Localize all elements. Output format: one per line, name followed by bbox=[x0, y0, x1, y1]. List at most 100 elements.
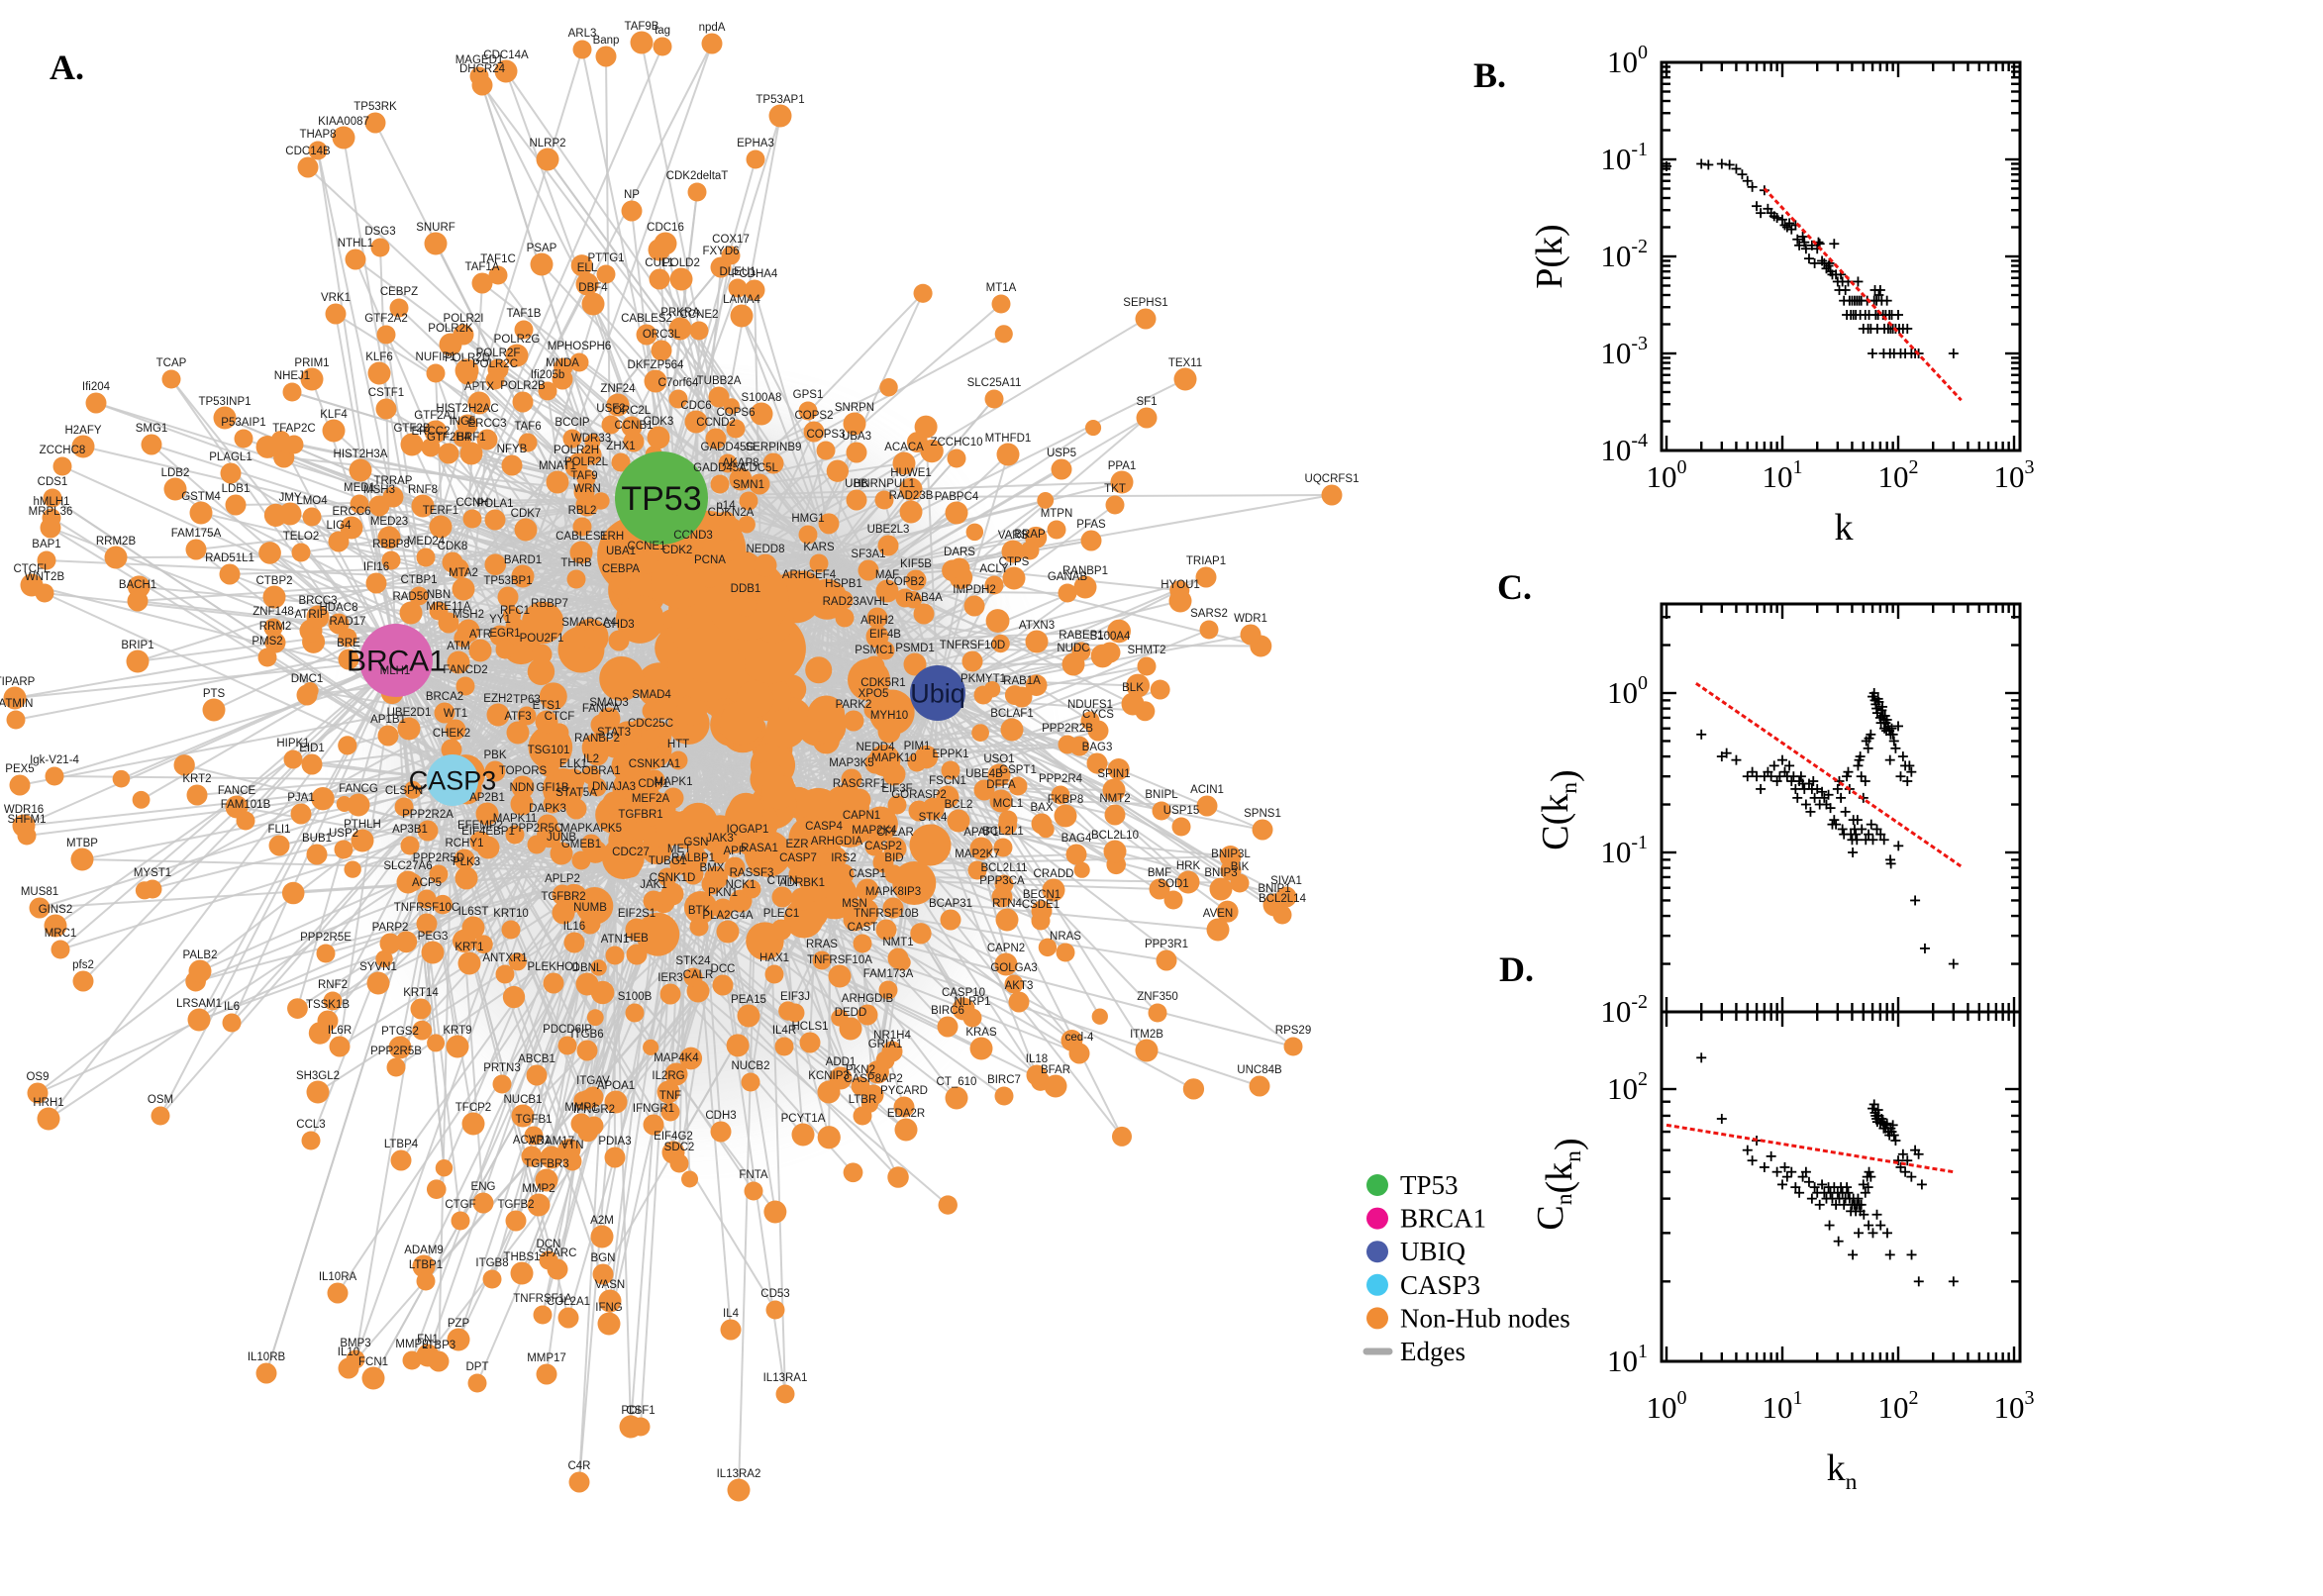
network-node bbox=[744, 1181, 763, 1201]
network-node-label: CRADD bbox=[1034, 868, 1074, 880]
network-edge bbox=[834, 692, 939, 897]
network-node bbox=[421, 941, 445, 964]
network-node bbox=[366, 971, 390, 995]
network-node-label: SF1 bbox=[1136, 396, 1157, 408]
network-node bbox=[761, 774, 797, 810]
network-node-label: SMAD3 bbox=[589, 697, 629, 709]
network-node bbox=[710, 845, 730, 864]
network-node bbox=[797, 579, 821, 603]
network-node bbox=[340, 516, 363, 540]
axis-tick-label: 10-1 bbox=[1600, 139, 1648, 176]
network-node-label: CDK2deltaT bbox=[666, 170, 729, 182]
network-node-label: ERH bbox=[600, 531, 624, 543]
network-node-label: SPIN1 bbox=[1097, 768, 1130, 780]
network-node bbox=[40, 517, 61, 539]
axis-tick-label: 10-4 bbox=[1600, 430, 1648, 467]
network-edge bbox=[754, 289, 833, 555]
network-node bbox=[606, 393, 630, 417]
network-node bbox=[969, 1037, 993, 1060]
network-node-label: TIPARP bbox=[0, 676, 36, 688]
network-node-label: MNDA bbox=[546, 357, 579, 369]
network-node-label: PDIA3 bbox=[598, 1136, 631, 1147]
hub-node-casp3 bbox=[427, 754, 478, 806]
network-node-label: BRCA2 bbox=[426, 691, 463, 703]
network-node-label: ABCB1 bbox=[518, 1053, 556, 1065]
network-node bbox=[459, 442, 483, 465]
network-node bbox=[893, 1096, 915, 1118]
network-node-label: BRIP1 bbox=[121, 640, 153, 651]
network-node bbox=[875, 579, 899, 603]
network-node-label: PCNA bbox=[694, 554, 726, 566]
network-node bbox=[644, 369, 667, 393]
network-node-label: IL6ST bbox=[458, 906, 489, 918]
network-node bbox=[1020, 541, 1040, 560]
network-node-label: TFCP2 bbox=[455, 1102, 491, 1114]
network-node-label: NUDC bbox=[1057, 643, 1089, 654]
network-node-label: ARL3 bbox=[568, 28, 597, 40]
network-node-label: CEBPA bbox=[602, 563, 640, 575]
network-node-label: ELL bbox=[577, 262, 598, 274]
network-node bbox=[726, 1034, 750, 1057]
network-node-label: PPP3R1 bbox=[1145, 939, 1188, 950]
network-node-label: CD53 bbox=[760, 1288, 789, 1300]
network-node-label: TAF1B bbox=[507, 308, 542, 320]
network-node-label: Ifi204 bbox=[82, 381, 111, 393]
network-node-label: TAF1C bbox=[480, 253, 516, 265]
network-node-label: NCK1 bbox=[726, 879, 757, 891]
network-node bbox=[604, 739, 624, 758]
network-node-label: EIF2S1 bbox=[618, 908, 656, 920]
network-node bbox=[863, 700, 883, 720]
network-node bbox=[984, 575, 1004, 595]
network-node-label: LDB1 bbox=[222, 483, 251, 495]
network-node-label: LDB2 bbox=[161, 467, 190, 479]
network-node bbox=[29, 897, 50, 919]
network-node bbox=[631, 1417, 651, 1437]
network-node-label: S100A8 bbox=[742, 392, 782, 404]
network-node bbox=[236, 811, 255, 831]
network-node bbox=[474, 935, 493, 954]
network-node bbox=[683, 891, 718, 925]
network-node-label: SMN1 bbox=[733, 479, 764, 491]
network-node-label: PPP2R4 bbox=[1039, 773, 1083, 785]
network-node-label: CAPN2 bbox=[987, 943, 1025, 954]
network-node-label: MLH1 bbox=[380, 665, 411, 677]
fit-line bbox=[1695, 681, 1963, 868]
network-node bbox=[679, 1047, 703, 1070]
network-node-label: HTT bbox=[667, 739, 689, 750]
network-node bbox=[590, 1225, 614, 1248]
network-node bbox=[993, 838, 1013, 857]
network-node-label: DKFZP564 bbox=[628, 359, 684, 371]
network-node bbox=[550, 842, 573, 865]
network-node bbox=[552, 368, 573, 390]
network-node-label: PEG3 bbox=[418, 931, 449, 943]
network-node bbox=[764, 964, 784, 984]
network-node-label: IL16 bbox=[563, 921, 585, 933]
legend-label: UBIQ bbox=[1400, 1237, 1465, 1266]
network-node-label: KRT2 bbox=[182, 773, 211, 785]
network-node-label: MED23 bbox=[370, 516, 408, 528]
network-node-label: CLSPN bbox=[385, 785, 423, 797]
network-node bbox=[651, 550, 709, 609]
network-node bbox=[738, 515, 756, 534]
network-node bbox=[668, 317, 692, 341]
network-node-label: UBE2L3 bbox=[867, 524, 910, 536]
network-node-label: SIVA1 bbox=[1270, 875, 1302, 887]
network-node-label: IQGAP1 bbox=[727, 824, 769, 836]
network-node bbox=[1031, 911, 1051, 931]
network-node-label: PLK3 bbox=[453, 856, 480, 868]
network-node bbox=[1031, 813, 1053, 835]
network-node-label: MAP3K5 bbox=[829, 757, 873, 769]
network-node-label: PTTG1 bbox=[587, 252, 624, 264]
network-node-label: COL2A1 bbox=[547, 1296, 590, 1308]
network-node bbox=[1163, 890, 1183, 910]
network-node-label: HCLS1 bbox=[791, 1021, 828, 1033]
network-node-label: CTBP1 bbox=[400, 574, 437, 586]
network-node-label: UBE2D1 bbox=[387, 707, 432, 719]
network-node bbox=[187, 1008, 211, 1032]
network-node-label: CDC5L bbox=[741, 462, 778, 474]
network-node-label: KRT14 bbox=[403, 987, 439, 999]
network-node-label: SOD1 bbox=[1158, 878, 1188, 890]
network-edge bbox=[452, 779, 907, 1131]
network-node-label: RTN4 bbox=[992, 898, 1022, 910]
network-node-label: VARS bbox=[998, 530, 1029, 542]
